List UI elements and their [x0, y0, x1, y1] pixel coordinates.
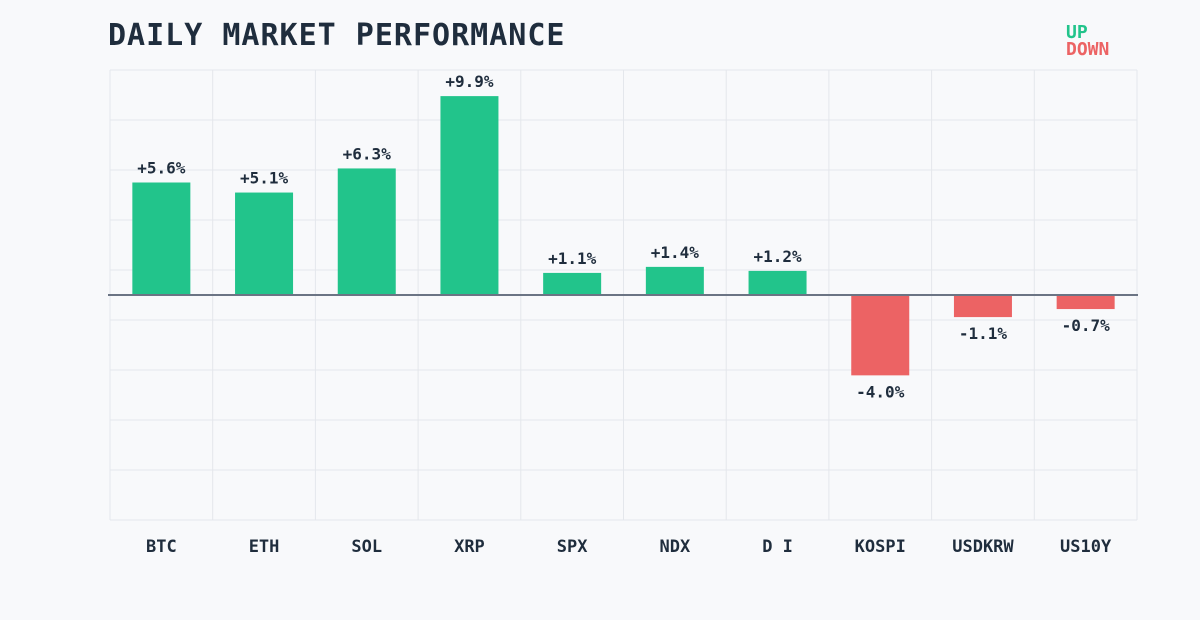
data-label-usdkrw: -1.1%: [959, 324, 1008, 343]
bar-sol: [337, 168, 396, 295]
bars: [132, 96, 1115, 376]
bar-d-i: [748, 270, 807, 295]
bar-ndx: [645, 266, 704, 295]
legend-entry-up: UP: [1066, 22, 1088, 43]
x-tick-label-btc: BTC: [146, 537, 177, 557]
x-tick-label-sol: SOL: [351, 537, 382, 557]
bar-xrp: [440, 96, 499, 295]
data-label-btc: +5.6%: [137, 159, 186, 178]
bar-btc: [132, 182, 191, 295]
bar-kospi: [851, 295, 910, 376]
x-tick-label-d-i: D I: [762, 537, 793, 557]
legend: UP DOWN: [1066, 22, 1110, 60]
data-label-eth: +5.1%: [240, 169, 289, 188]
data-label-xrp: +9.9%: [445, 72, 494, 91]
x-tick-label-usdkrw: USDKRW: [952, 537, 1014, 557]
x-tick-label-us10y: US10Y: [1060, 537, 1112, 557]
legend-entry-down: DOWN: [1066, 39, 1110, 60]
data-label-kospi: -4.0%: [856, 382, 905, 401]
data-label-sol: +6.3%: [343, 144, 392, 163]
data-label-spx: +1.1%: [548, 249, 597, 268]
bar-spx: [543, 272, 602, 295]
bar-us10y: [1056, 295, 1115, 310]
data-label-us10y: -0.7%: [1062, 316, 1111, 335]
data-label-d-i: +1.2%: [753, 247, 802, 266]
bar-usdkrw: [953, 295, 1012, 318]
data-labels: +5.6% +5.1% +6.3% +9.9% +1.1% +1.4% +1.2% -4.0%…: [137, 72, 1110, 401]
x-tick-label-xrp: XRP: [454, 537, 485, 557]
x-tick-label-kospi: KOSPI: [855, 537, 906, 557]
x-tick-label-eth: ETH: [249, 537, 280, 557]
x-tick-label-ndx: NDX: [659, 537, 690, 557]
bar-eth: [235, 192, 294, 295]
x-tick-labels: BTC ETH SOL XRP SPX NDX D I KOSPI USDKRW US10Y: [146, 537, 1112, 557]
x-tick-label-spx: SPX: [557, 537, 588, 557]
data-label-ndx: +1.4%: [651, 243, 700, 262]
chart-title: DAILY MARKET PERFORMANCE: [108, 18, 566, 53]
